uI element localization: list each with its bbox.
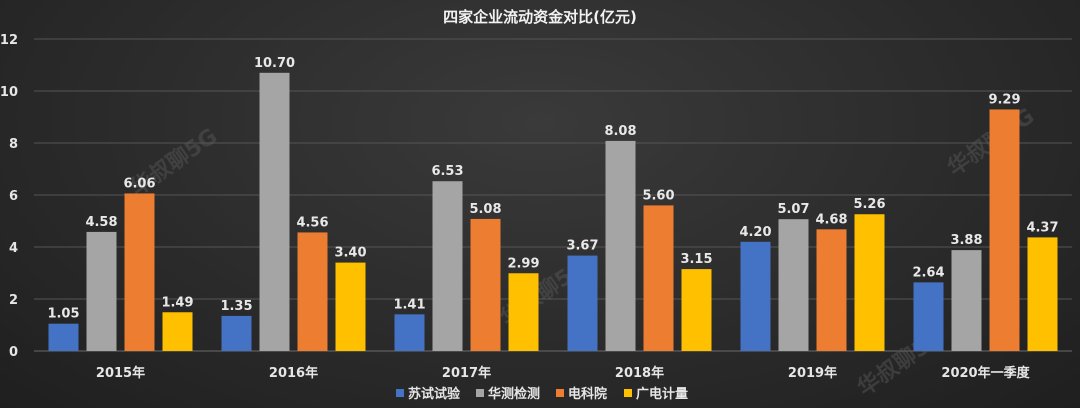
gridlines	[34, 38, 1072, 352]
x-tick-label: 2017年	[442, 365, 491, 381]
x-tick-label: 2020年一季度	[941, 365, 1030, 381]
bar-华测检测-2020年一季度	[951, 250, 982, 351]
bar-苏试试验-2018年	[567, 255, 598, 351]
bar-苏试试验-2015年	[48, 323, 79, 351]
data-label: 10.70	[254, 56, 295, 71]
y-tick-label: 0	[9, 345, 18, 360]
bar-广电计量-2020年一季度	[1027, 237, 1058, 351]
bar-电科院-2015年	[124, 193, 155, 351]
data-label: 2.64	[912, 265, 944, 280]
legend-swatch	[624, 389, 632, 397]
y-tick-label: 8	[9, 137, 18, 152]
bar-广电计量-2017年	[508, 273, 539, 351]
data-label: 4.20	[739, 225, 771, 240]
bar-华测检测-2019年	[778, 219, 809, 351]
data-label: 6.06	[123, 176, 155, 191]
legend-swatch	[556, 389, 564, 397]
y-axis-ticks: 0 2 4 6 8 10 12	[0, 33, 18, 360]
bar-广电计量-2018年	[681, 269, 712, 351]
y-tick-label: 10	[0, 85, 18, 100]
data-label: 1.49	[161, 295, 193, 310]
x-tick-label: 2015年	[96, 365, 145, 381]
legend-label: 华测检测	[488, 386, 540, 402]
x-tick-label: 2018年	[615, 365, 664, 381]
data-label: 5.08	[469, 202, 501, 217]
bar-电科院-2017年	[470, 218, 501, 351]
legend-swatch	[396, 389, 404, 397]
data-label: 4.58	[85, 215, 117, 230]
chart-title: 四家企业流动资金对比(亿元)	[443, 8, 637, 26]
legend-label: 广电计量	[636, 386, 688, 402]
data-label: 3.67	[566, 239, 598, 254]
bar-广电计量-2016年	[335, 262, 366, 351]
bar-华测检测-2015年	[86, 231, 117, 351]
data-label: 5.07	[777, 202, 809, 217]
x-axis-ticks: 2015年 2016年 2017年 2018年 2019年 2020年一季度	[96, 365, 1031, 381]
bar-电科院-2020年一季度	[989, 109, 1020, 352]
data-label: 4.37	[1026, 220, 1058, 235]
data-label: 3.88	[950, 233, 982, 248]
data-label: 8.08	[604, 124, 636, 139]
legend-swatch	[476, 389, 484, 397]
data-label: 1.35	[220, 299, 252, 314]
bar-华测检测-2016年	[259, 72, 290, 352]
bar-苏试试验-2019年	[740, 241, 771, 351]
data-label: 4.68	[815, 212, 847, 227]
y-tick-label: 12	[0, 33, 18, 48]
bar-广电计量-2015年	[162, 312, 193, 351]
y-tick-label: 6	[9, 189, 18, 204]
legend-label: 苏试试验	[408, 386, 461, 402]
bar-苏试试验-2017年	[394, 314, 425, 351]
data-label: 5.26	[853, 197, 885, 212]
data-label: 4.56	[296, 215, 328, 230]
legend-label: 电科院	[568, 386, 607, 402]
bar-电科院-2016年	[297, 232, 328, 351]
bar-华测检测-2018年	[605, 140, 636, 351]
x-tick-label: 2019年	[788, 365, 837, 381]
data-labels: 1.05 4.58 6.06 1.49 1.35 10.70 4.56 3.40 1.41 6.5…	[47, 56, 1058, 322]
data-label: 3.40	[334, 246, 366, 261]
data-label: 1.41	[393, 297, 425, 312]
bar-广电计量-2019年	[854, 214, 885, 351]
y-tick-label: 2	[9, 293, 18, 308]
bar-华测检测-2017年	[432, 181, 463, 351]
data-label: 5.60	[642, 188, 674, 203]
data-label: 2.99	[507, 256, 539, 271]
y-tick-label: 4	[9, 241, 18, 256]
data-label: 3.15	[680, 252, 712, 267]
data-label: 6.53	[431, 164, 463, 179]
bar-苏试试验-2016年	[221, 315, 252, 351]
bar-电科院-2019年	[816, 229, 847, 351]
bar-苏试试验-2020年一季度	[913, 282, 944, 351]
x-tick-label: 2016年	[269, 365, 318, 381]
data-label: 1.05	[47, 307, 79, 322]
data-label: 9.29	[988, 92, 1020, 107]
bar-电科院-2018年	[643, 205, 674, 351]
bars	[48, 72, 1058, 352]
legend: 苏试试验 华测检测 电科院 广电计量	[396, 386, 688, 402]
